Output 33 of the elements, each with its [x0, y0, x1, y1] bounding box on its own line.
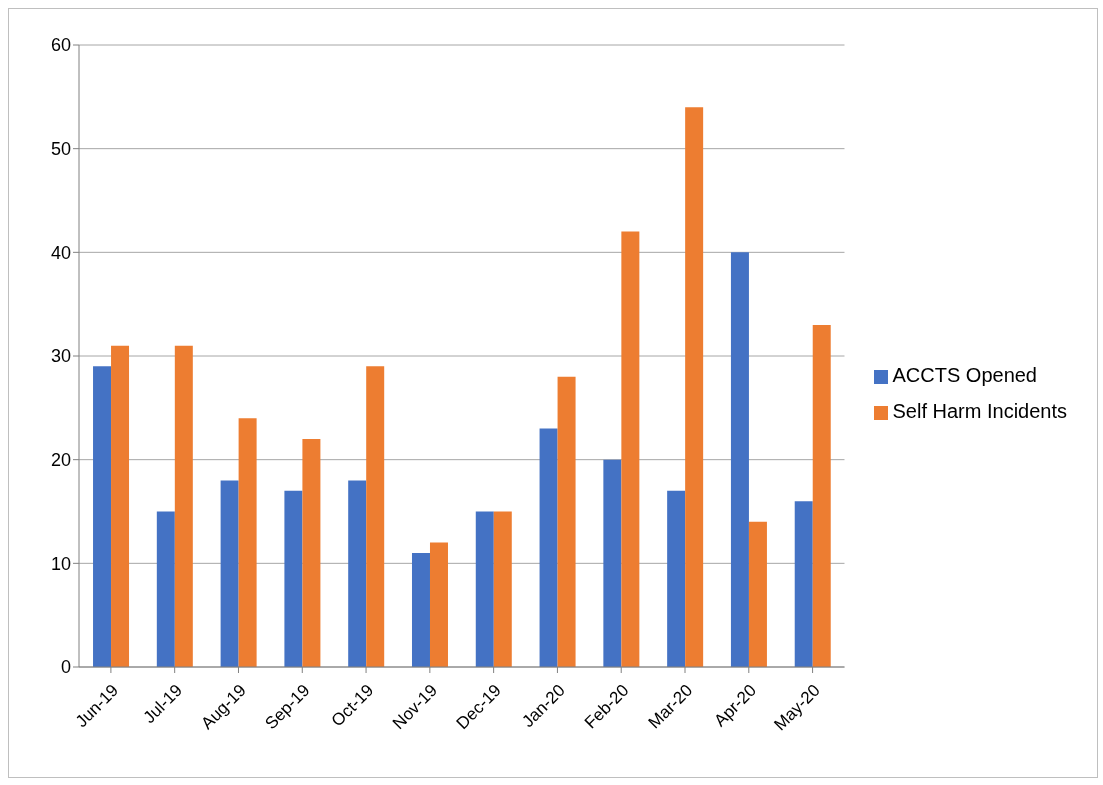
- bar: [685, 107, 704, 667]
- y-tick-label: 30: [50, 346, 71, 367]
- y-tick-label: 40: [50, 242, 71, 263]
- bar: [475, 511, 494, 667]
- bar: [111, 345, 130, 667]
- bar: [348, 480, 367, 667]
- bar: [603, 459, 622, 667]
- bar: [748, 521, 767, 667]
- bar: [730, 252, 749, 667]
- bar: [238, 418, 257, 667]
- bar: [284, 490, 303, 667]
- bar: [621, 231, 640, 667]
- y-tick-label: 60: [50, 35, 71, 56]
- legend-label: Self Harm Incidents: [892, 400, 1067, 422]
- bar: [812, 324, 831, 667]
- y-tick-label: 0: [60, 657, 71, 678]
- bar: [539, 428, 558, 667]
- y-tick-label: 20: [50, 450, 71, 471]
- bar: [220, 480, 239, 667]
- y-tick-label: 10: [50, 553, 71, 574]
- bar: [667, 490, 686, 667]
- bar: [93, 366, 112, 667]
- y-tick-label: 50: [50, 139, 71, 160]
- bar: [156, 511, 175, 667]
- legend-label: ACCTS Opened: [892, 364, 1037, 386]
- bar: [366, 366, 385, 667]
- bar: [302, 438, 321, 667]
- bar: [411, 552, 430, 667]
- bar: [493, 511, 512, 667]
- bar: [429, 542, 448, 667]
- bar: [557, 376, 576, 667]
- bar: [794, 501, 813, 667]
- bar: [174, 345, 193, 667]
